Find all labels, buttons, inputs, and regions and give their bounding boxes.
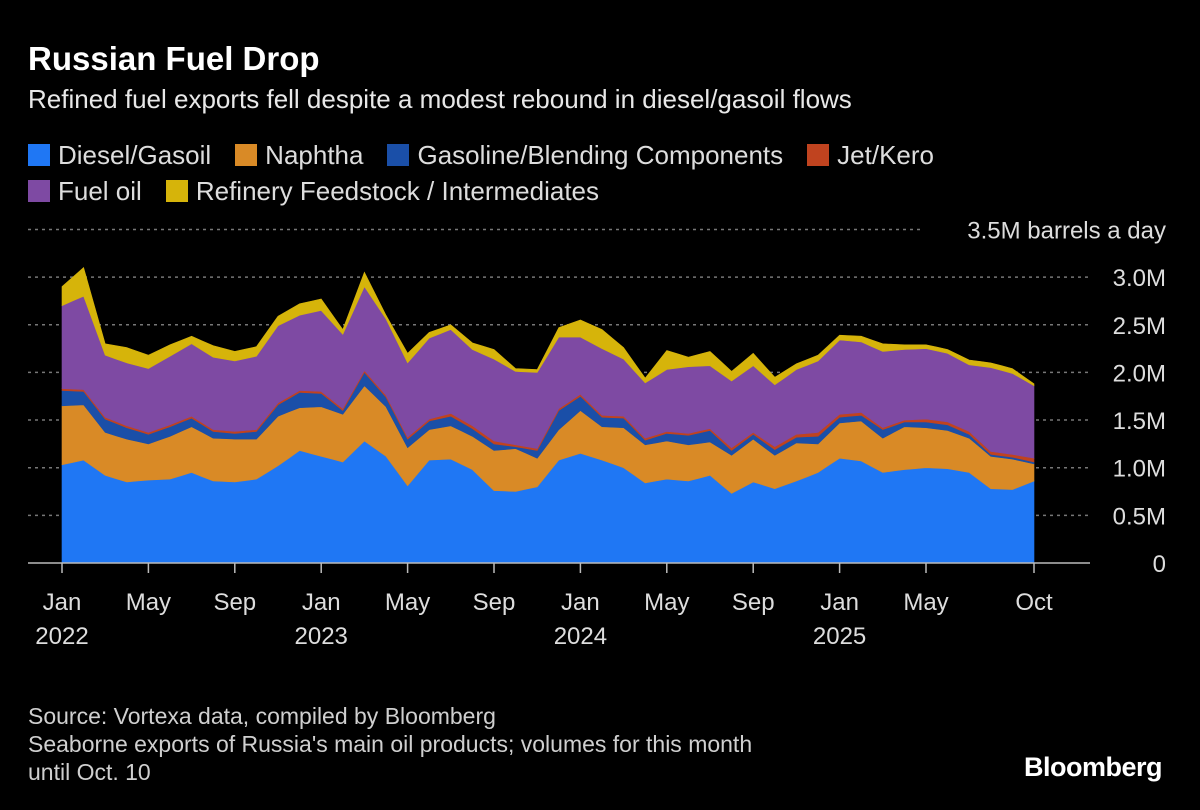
data-note-line-1: Seaborne exports of Russia's main oil pr… — [28, 731, 753, 757]
y-tick-label-4: 2.0M — [1113, 360, 1166, 387]
x-tick-year-0: 2022 — [35, 623, 88, 650]
legend-swatch-feedstock — [165, 180, 188, 202]
x-tick-month-9: Jan — [820, 589, 859, 616]
chart-title: Russian Fuel Drop — [28, 40, 320, 77]
legend-row-2: Fuel oil Refinery Feedstock / Intermedia… — [28, 173, 1148, 209]
x-tick-month-5: Sep — [473, 589, 516, 616]
x-tick-month-3: Jan — [302, 589, 341, 616]
y-tick-label-3: 1.5M — [1113, 408, 1166, 435]
area-series-5 — [61, 267, 1035, 387]
x-tick-month-4: May — [385, 589, 430, 616]
x-tick-month-2: Sep — [213, 589, 256, 616]
legend-swatch-fuel-oil — [28, 180, 50, 202]
area-layer — [61, 267, 1035, 564]
x-tick-month-0: Jan — [43, 589, 82, 616]
y-tick-label-0: 0 — [1153, 551, 1166, 578]
stacked-area-chart: 0 0.5M 1.0M 1.5M 2.0M 2.5M 3.0M 3.5M barrels a … — [28, 217, 1166, 650]
x-tick-year-3: 2023 — [295, 623, 348, 650]
y-tick-label-5: 2.5M — [1113, 313, 1166, 340]
chart-subtitle: Refined fuel exports fell despite a mode… — [28, 84, 852, 114]
y-tick-label-6: 3.0M — [1113, 265, 1166, 292]
legend: Diesel/Gasoil Naphtha Gasoline/Blending … — [28, 137, 1148, 209]
legend-item-jet: Jet/Kero — [807, 140, 934, 171]
x-tick-month-11: Oct — [1015, 589, 1053, 616]
data-note-line-2: until Oct. 10 — [28, 759, 151, 785]
legend-label-gasoline: Gasoline/Blending Components — [417, 139, 784, 170]
x-tick-month-1: May — [126, 589, 171, 616]
x-tick-month-7: May — [644, 589, 689, 616]
legend-item-diesel: Diesel/Gasoil — [28, 140, 211, 171]
legend-label-fuel-oil: Fuel oil — [58, 175, 142, 206]
legend-label-feedstock: Refinery Feedstock / Intermediates — [195, 175, 600, 206]
legend-row-1: Diesel/Gasoil Naphtha Gasoline/Blending … — [28, 137, 1148, 173]
y-unit-label: 3.5M barrels a day — [967, 217, 1166, 244]
footer: Source: Vortexa data, compiled by Bloomb… — [28, 702, 752, 786]
legend-item-fuel-oil: Fuel oil — [28, 176, 142, 207]
x-tick-year-6: 2024 — [554, 623, 607, 650]
axis-layer: 0 0.5M 1.0M 1.5M 2.0M 2.5M 3.0M 3.5M barrels a … — [28, 217, 1166, 650]
bloomberg-logo: Bloomberg — [1023, 752, 1163, 782]
legend-item-feedstock: Refinery Feedstock / Intermediates — [165, 175, 600, 207]
legend-label-jet: Jet/Kero — [837, 139, 934, 170]
legend-label-diesel: Diesel/Gasoil — [58, 139, 212, 170]
y-tick-label-2: 1.0M — [1113, 456, 1166, 483]
x-tick-month-6: Jan — [561, 589, 600, 616]
legend-label-naphtha: Naphtha — [265, 139, 364, 170]
legend-item-gasoline: Gasoline/Blending Components — [387, 140, 783, 171]
legend-swatch-jet — [807, 144, 830, 166]
legend-swatch-diesel — [28, 144, 50, 166]
legend-item-naphtha: Naphtha — [235, 140, 363, 171]
y-tick-label-1: 0.5M — [1113, 503, 1166, 530]
source-note: Source: Vortexa data, compiled by Bloomb… — [28, 703, 496, 729]
x-tick-month-8: Sep — [732, 589, 775, 616]
x-tick-year-9: 2025 — [813, 623, 866, 650]
x-tick-month-10: May — [903, 589, 948, 616]
legend-swatch-gasoline — [387, 144, 410, 166]
legend-swatch-naphtha — [235, 144, 258, 166]
